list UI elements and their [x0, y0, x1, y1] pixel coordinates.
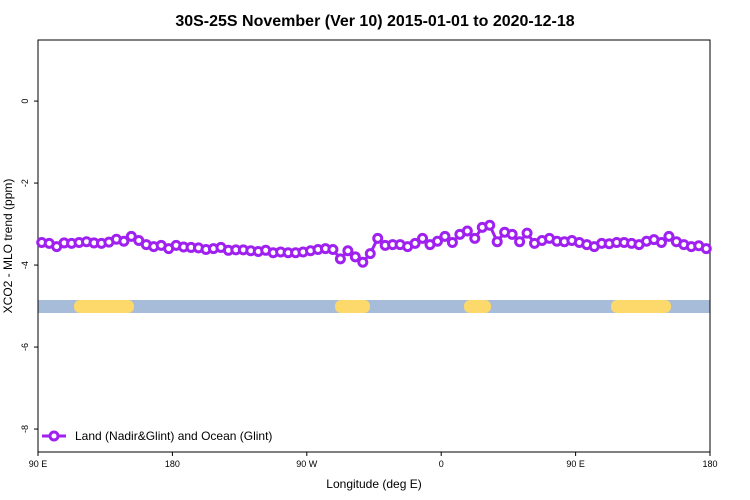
y-axis-label: XCO2 - MLO trend (ppm) [1, 179, 15, 314]
y-tick-label: -4 [20, 261, 30, 269]
legend-label: Land (Nadir&Glint) and Ocean (Glint) [75, 429, 272, 443]
data-point [327, 243, 339, 255]
data-point [417, 232, 429, 244]
data-point [461, 225, 473, 237]
data-point [372, 232, 384, 244]
x-tick-label: 180 [702, 459, 717, 469]
x-tick-label: 180 [165, 459, 180, 469]
legend-marker [48, 430, 60, 442]
data-point [409, 237, 421, 249]
land-band [611, 300, 671, 313]
x-axis-label: Longitude (deg E) [326, 477, 421, 491]
data-point [469, 232, 481, 244]
land-band [74, 300, 134, 313]
land-band [335, 300, 370, 313]
data-point [334, 253, 346, 265]
x-tick-label: 0 [439, 459, 444, 469]
y-tick-label: 0 [20, 99, 30, 104]
data-point [700, 243, 712, 255]
land-ocean-band [38, 300, 710, 313]
data-point [484, 219, 496, 231]
data-point [357, 256, 369, 268]
legend: Land (Nadir&Glint) and Ocean (Glint) [42, 429, 272, 443]
data-point [349, 251, 361, 263]
data-point [118, 235, 130, 247]
data-point [431, 235, 443, 247]
data-point [439, 230, 451, 242]
x-tick-label: 90 E [566, 459, 585, 469]
y-tick-label: -8 [20, 425, 30, 433]
y-tick-label: -2 [20, 179, 30, 187]
chart-title: 30S-25S November (Ver 10) 2015-01-01 to … [175, 13, 574, 30]
data-point [342, 245, 354, 257]
y-tick-label: -6 [20, 343, 30, 351]
data-point [514, 236, 526, 248]
ocean-band [38, 300, 710, 313]
data-point [663, 230, 675, 242]
data-point [491, 236, 503, 248]
data-point [655, 237, 667, 249]
land-band [464, 300, 491, 313]
data-point [446, 237, 458, 249]
x-tick-label: 90 E [29, 459, 48, 469]
data-point [364, 248, 376, 260]
data-point [521, 227, 533, 239]
data-point [506, 228, 518, 240]
x-tick-label: 90 W [296, 459, 318, 469]
